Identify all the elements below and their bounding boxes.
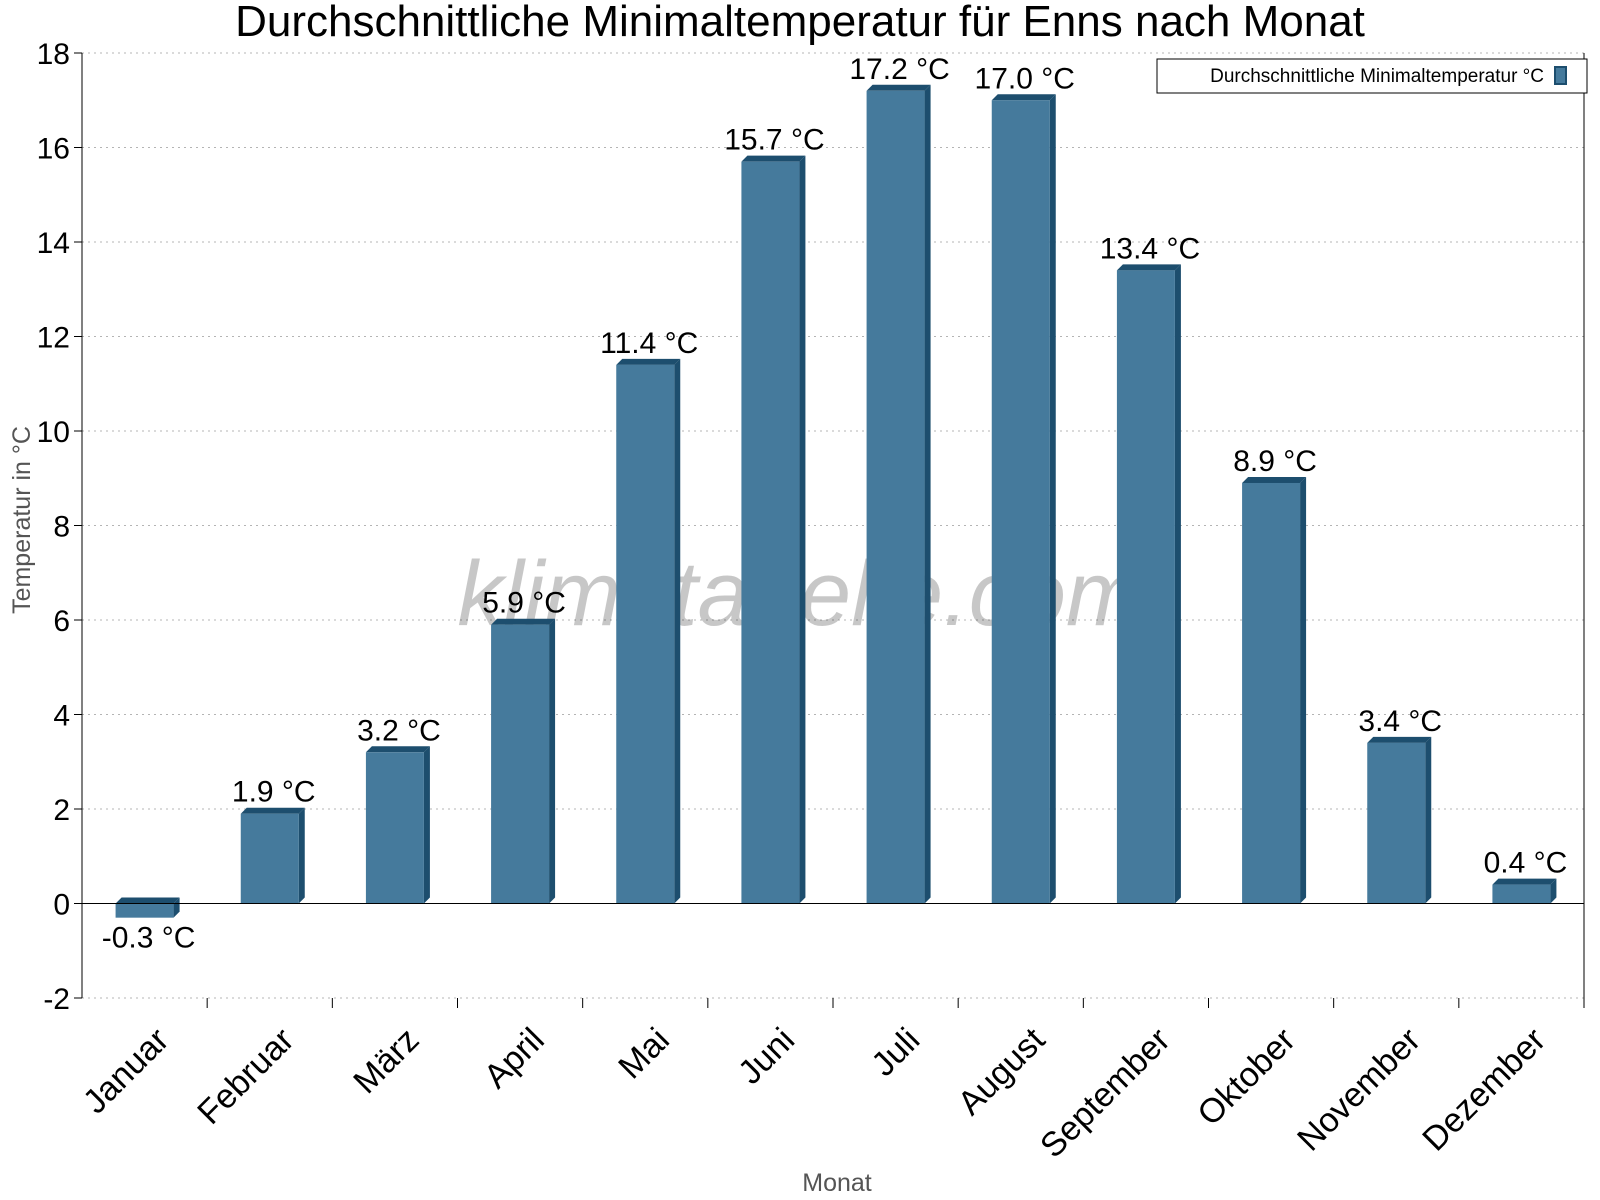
bar-side [173,897,180,918]
bar-value-label: 11.4 °C [600,327,698,360]
y-tick-label: 10 [37,416,70,449]
y-tick-labels: -2 0 2 4 6 8 10 12 14 16 18 [37,38,70,1016]
legend-box [1156,58,1588,94]
legend-label: Durchschnittliche Minimaltemperatur °C [1210,66,1544,87]
bar-value-label: 17.0 °C [975,62,1075,95]
y-tick-label: 4 [53,700,70,733]
bar-side [1174,264,1181,904]
bar-side [298,807,305,904]
bar-top [1116,264,1181,271]
y-tick-label: 14 [37,227,70,260]
bar-juni [741,161,800,904]
y-tick-label: 12 [37,322,70,355]
bar-top [115,897,180,904]
bar-top [240,807,305,814]
bar-side [549,618,556,904]
bar-top [365,746,430,753]
bar-november [1367,742,1426,904]
bar-side [799,155,806,904]
bar-august [991,100,1050,904]
bar-mai [616,364,675,904]
bar-value-label: 0.4 °C [1484,847,1568,880]
legend: Durchschnittliche Minimaltemperatur °C [1156,58,1588,94]
x-tick-label: April [477,1021,552,1096]
bar-side [423,746,430,904]
bar-oktober [1242,482,1301,904]
bar-top [866,84,931,91]
x-tick-label: Mai [611,1021,677,1087]
y-tick-label: 0 [53,889,70,922]
bar-value-label: 1.9 °C [232,776,316,809]
y-tick-label: 2 [53,794,70,827]
y-tick-label: -2 [43,983,70,1016]
x-tick-label: Oktober [1190,1021,1302,1133]
bar-side [1049,94,1056,904]
bar-april [491,624,550,904]
bar-top [1492,878,1557,885]
axes [74,52,1585,1008]
bar-top [616,358,681,365]
chart-title: Durchschnittliche Minimaltemperatur für … [235,0,1365,46]
x-tick-label: Februar [190,1021,301,1132]
x-tick-label: Juni [731,1021,802,1092]
bar-februar [240,813,299,904]
bar-top [1242,476,1307,483]
x-tick-label: November [1290,1021,1428,1159]
bar-value-label: 3.4 °C [1358,705,1442,738]
bar-side [1425,736,1432,904]
y-tick-label: 8 [53,511,70,544]
bar-value-label: 8.9 °C [1233,445,1317,478]
bar-labels: -0.3 °C 1.9 °C 3.2 °C 5.9 °C 11.4 °C 15.7 °C 1… [102,53,1568,955]
grid-lines [82,52,1584,999]
x-axis-title: Monat [802,1169,872,1197]
bar-top [1367,736,1432,743]
bar-top [741,155,806,162]
x-tick-label: August [951,1020,1053,1122]
bar-m-rz [365,752,424,904]
y-tick-label: 18 [37,38,70,71]
x-tick-label: Dezember [1415,1021,1553,1159]
bar-side [674,358,681,904]
y-tick-label: 16 [37,133,70,166]
x-tick-label: September [1033,1021,1177,1165]
legend-swatch [1554,66,1567,85]
bar-value-label: 3.2 °C [357,714,441,747]
bar-dezember [1492,884,1551,904]
x-tick-label: März [346,1021,426,1101]
y-tick-label: 6 [53,605,70,638]
y-axis-title: Temperatur in °C [8,426,36,614]
bar-value-label: 17.2 °C [849,53,949,86]
bar-top [491,618,556,625]
x-tick-labels: Januar Februar März April Mai Juni Juli AugustS… [76,1020,1553,1165]
bar-value-label: 15.7 °C [724,124,824,157]
bar-value-label: 5.9 °C [482,587,566,620]
bar-top [991,94,1056,101]
bar-september [1116,270,1175,904]
bar-side [1550,878,1557,904]
x-tick-label: Januar [76,1021,176,1121]
x-tick-label: Juli [864,1021,927,1084]
bars [115,84,1557,918]
bar-side [1300,476,1307,904]
bar-value-label: -0.3 °C [102,922,196,955]
bar-januar [115,903,174,918]
bar-side [924,84,931,904]
bar-juli [866,90,925,904]
bar-value-label: 13.4 °C [1100,232,1200,265]
